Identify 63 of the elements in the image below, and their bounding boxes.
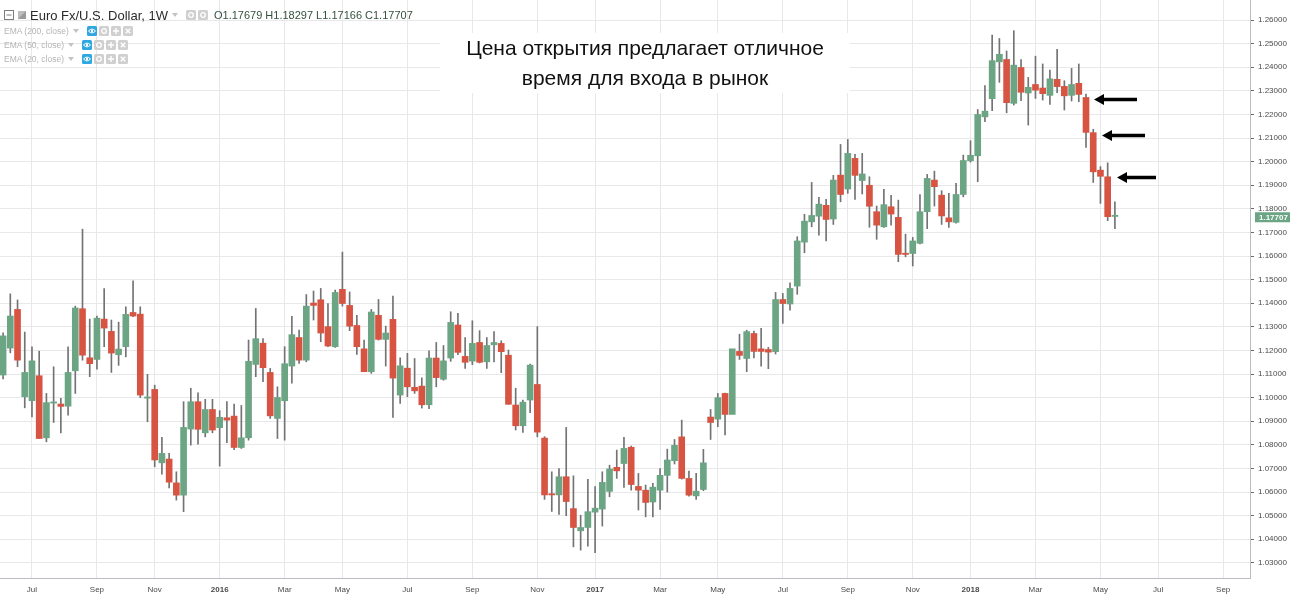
y-tick-label: 1.11000 xyxy=(1258,369,1287,379)
x-tick-label: Sep xyxy=(89,585,105,594)
candlestick xyxy=(490,331,498,363)
x-tick-label: Mar xyxy=(653,585,668,594)
y-tick-label: 1.10000 xyxy=(1258,392,1288,402)
y-tick-label: 1.21000 xyxy=(1258,133,1288,143)
y-tick-label: 1.07000 xyxy=(1258,463,1288,473)
y-tick-label: 1.06000 xyxy=(1258,487,1288,497)
y-tick-label: 1.23000 xyxy=(1258,86,1288,96)
candlestick xyxy=(728,348,736,415)
candlestick xyxy=(86,318,94,378)
y-tick-label: 1.14000 xyxy=(1258,298,1288,308)
y-tick-label: 1.24000 xyxy=(1258,62,1288,72)
y-tick-label: 1.09000 xyxy=(1258,416,1288,426)
x-tick-label: May xyxy=(334,585,350,594)
y-tick-label: 1.20000 xyxy=(1258,156,1288,166)
x-tick-label: Nov xyxy=(905,585,920,594)
annotation: EMA (20, close) xyxy=(4,54,64,64)
x-tick-label: 2016 xyxy=(210,585,230,594)
y-tick-label: 1.13000 xyxy=(1258,322,1288,332)
text: Euro Fx/U.S. Dollar, 1W xyxy=(30,7,168,23)
candlestick xyxy=(613,449,621,479)
x-tick-label: Jul xyxy=(1153,585,1164,594)
x-tick-label: Mar xyxy=(277,585,292,594)
x-tick-label: Jul xyxy=(777,585,789,594)
x-tick-label: May xyxy=(710,585,726,594)
annotation: EMA (50, close) xyxy=(4,40,64,50)
candlestick xyxy=(57,398,65,434)
x-tick-label: Jul xyxy=(26,585,38,594)
candlestick xyxy=(779,293,787,324)
y-tick-label: 1.25000 xyxy=(1258,38,1288,48)
y-tick-label: 1.12000 xyxy=(1258,345,1288,355)
y-tick-label: 1.17000 xyxy=(1258,227,1288,237)
candlestick xyxy=(216,410,224,467)
y-tick-label: 1.16000 xyxy=(1258,251,1288,261)
y-tick-label: 1.15000 xyxy=(1258,274,1288,284)
y-tick-label: 1.26000 xyxy=(1258,15,1288,25)
y-tick-label: 1.18000 xyxy=(1258,204,1288,214)
x-tick-label: Sep xyxy=(1216,585,1231,594)
annotation: Цена открытия предлагает отличное время для входа в рынок xyxy=(440,33,850,93)
annotation: EMA (200, close) xyxy=(4,26,69,36)
y-tick-label: 1.04000 xyxy=(1258,534,1288,544)
x-tick-label: 2017 xyxy=(586,585,605,594)
x-tick-label: Sep xyxy=(465,585,481,594)
y-tick-label: 1.05000 xyxy=(1258,510,1288,520)
candlestick xyxy=(461,337,469,369)
candlestick xyxy=(1024,77,1032,126)
y-tick-label: 1.22000 xyxy=(1258,109,1288,119)
x-tick-label: Mar xyxy=(1028,585,1043,594)
y-tick-label: 1.03000 xyxy=(1258,558,1288,568)
candlestick xyxy=(858,153,866,195)
x-tick-label: Jul xyxy=(402,585,413,594)
text: 1.17707 xyxy=(1259,212,1289,222)
y-tick-label: 1.08000 xyxy=(1258,440,1288,450)
x-tick-label: Nov xyxy=(530,585,545,594)
x-tick-label: May xyxy=(1092,585,1109,594)
x-tick-label: 2018 xyxy=(961,585,980,594)
x-tick-label: Nov xyxy=(147,585,162,594)
x-tick-label: Sep xyxy=(840,585,856,594)
text: O1.17679 H1.18297 L1.17166 C1.17707 xyxy=(213,9,413,21)
candlestick xyxy=(382,325,390,367)
candlestick xyxy=(1111,201,1119,229)
y-tick-label: 1.19000 xyxy=(1258,180,1288,190)
